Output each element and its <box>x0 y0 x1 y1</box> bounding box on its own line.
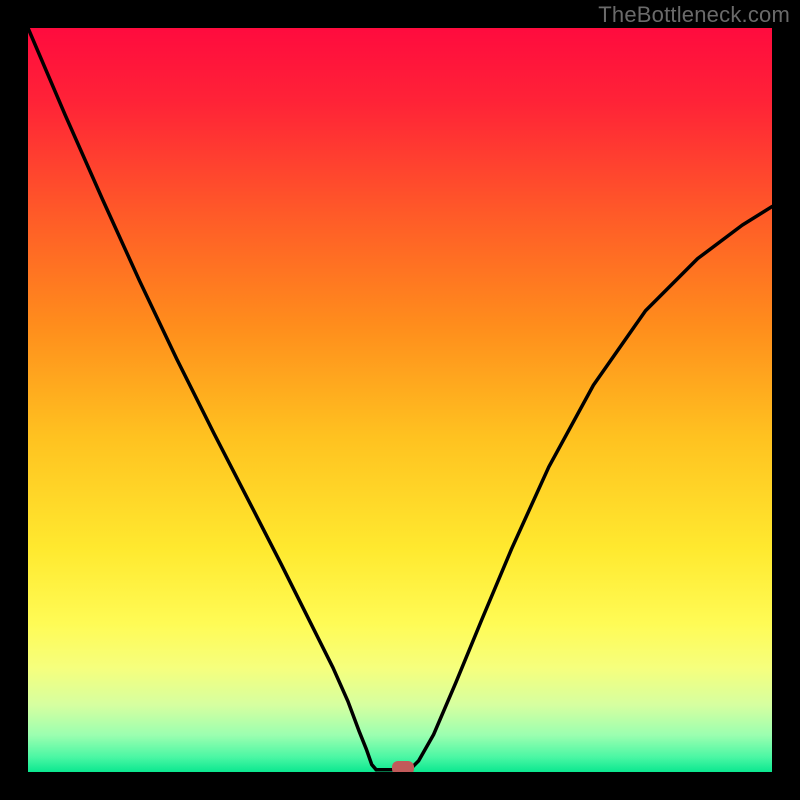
optimal-marker <box>392 761 414 772</box>
bottleneck-curve <box>28 28 772 772</box>
watermark-label: TheBottleneck.com <box>598 2 790 28</box>
plot-area <box>28 28 772 772</box>
